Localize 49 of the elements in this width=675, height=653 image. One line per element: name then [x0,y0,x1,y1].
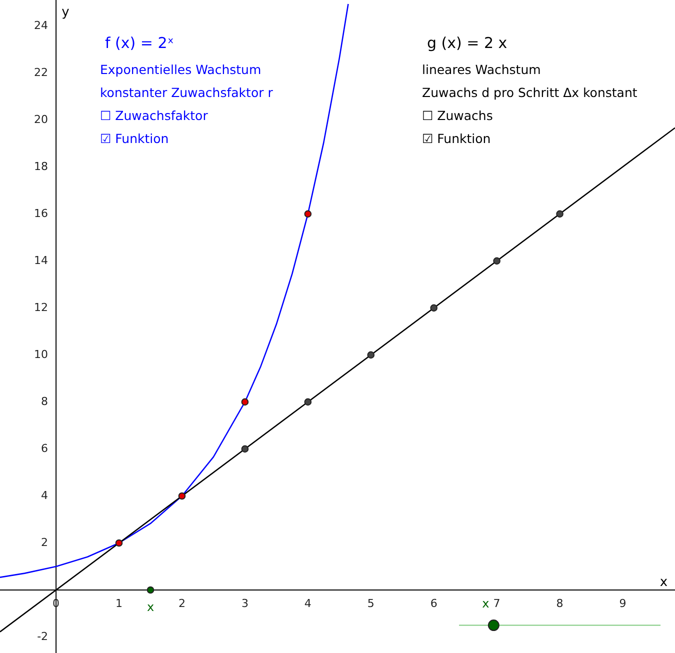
y-axis-title: y [62,4,70,20]
point [241,445,249,453]
x-tick-label: 7 [493,597,500,610]
annotation: Zuwachs d pro Schritt Δx konstant [422,85,638,100]
y-tick-label: 22 [34,66,48,79]
point [556,210,564,218]
y-tick-label: 2 [41,536,48,549]
y-tick-label: 24 [34,18,48,32]
annotation: g (x) = 2 x [427,34,508,52]
annotation: x [482,596,490,610]
annotation: ☐ Zuwachsfaktor [100,108,209,123]
point [241,398,249,406]
point [367,351,375,359]
point [493,257,500,265]
point [146,586,154,594]
y-tick-label: 20 [34,112,48,126]
point [304,210,312,218]
x-tick-label: 4 [304,597,312,610]
line-series [0,3,349,578]
annotation: konstanter Zuwachsfaktor r [100,85,274,100]
annotation: ☑ Funktion [100,131,169,146]
annotation: x [146,600,154,614]
x-tick-label: 9 [619,597,626,610]
point [178,492,186,500]
x-tick-label: 8 [556,597,564,610]
x-tick-label: 5 [367,597,374,610]
point [488,620,500,631]
y-tick-label: 4 [41,488,48,502]
point [430,304,438,312]
y-tick-label: 16 [34,206,48,220]
annotation: Exponentielles Wachstum [100,62,262,77]
y-tick-label: 8 [41,394,48,408]
annotation: f (x) = 2ˣ [105,34,174,52]
y-tick-label: -2 [37,630,48,644]
y-tick-label: 12 [34,300,48,314]
x-axis-title: x [660,574,668,590]
y-tick-label: 14 [34,254,48,267]
point [115,539,123,547]
annotation: lineares Wachstum [422,62,541,77]
y-tick-label: 6 [41,442,48,455]
annotation: ☐ Zuwachs [422,108,493,123]
x-tick-label: 3 [241,597,248,610]
x-tick-label: 6 [430,597,438,610]
annotation: ☑ Funktion [422,131,491,146]
x-tick-label: 2 [178,597,186,610]
y-tick-label: 10 [34,348,48,361]
point [304,398,312,406]
y-tick-label: 18 [34,160,48,173]
x-tick-label: 1 [116,597,123,610]
